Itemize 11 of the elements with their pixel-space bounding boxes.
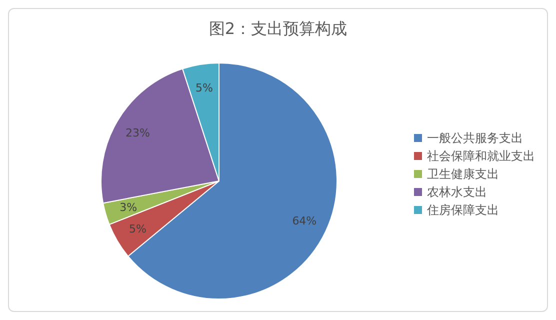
data-label: 5% bbox=[129, 222, 146, 236]
data-label: 5% bbox=[196, 81, 213, 94]
data-label: 64% bbox=[292, 214, 317, 228]
legend-label: 住房保障支出 bbox=[427, 202, 499, 219]
chart-title: 图2：支出预算构成 bbox=[208, 19, 348, 40]
legend-label: 农林水支出 bbox=[427, 184, 487, 201]
data-label: 3% bbox=[120, 200, 138, 214]
legend-label: 社会保障和就业支出 bbox=[427, 148, 535, 165]
data-label: 23% bbox=[126, 126, 150, 140]
legend-label: 一般公共服务支出 bbox=[427, 130, 523, 147]
legend-label: 卫生健康支出 bbox=[427, 166, 499, 183]
